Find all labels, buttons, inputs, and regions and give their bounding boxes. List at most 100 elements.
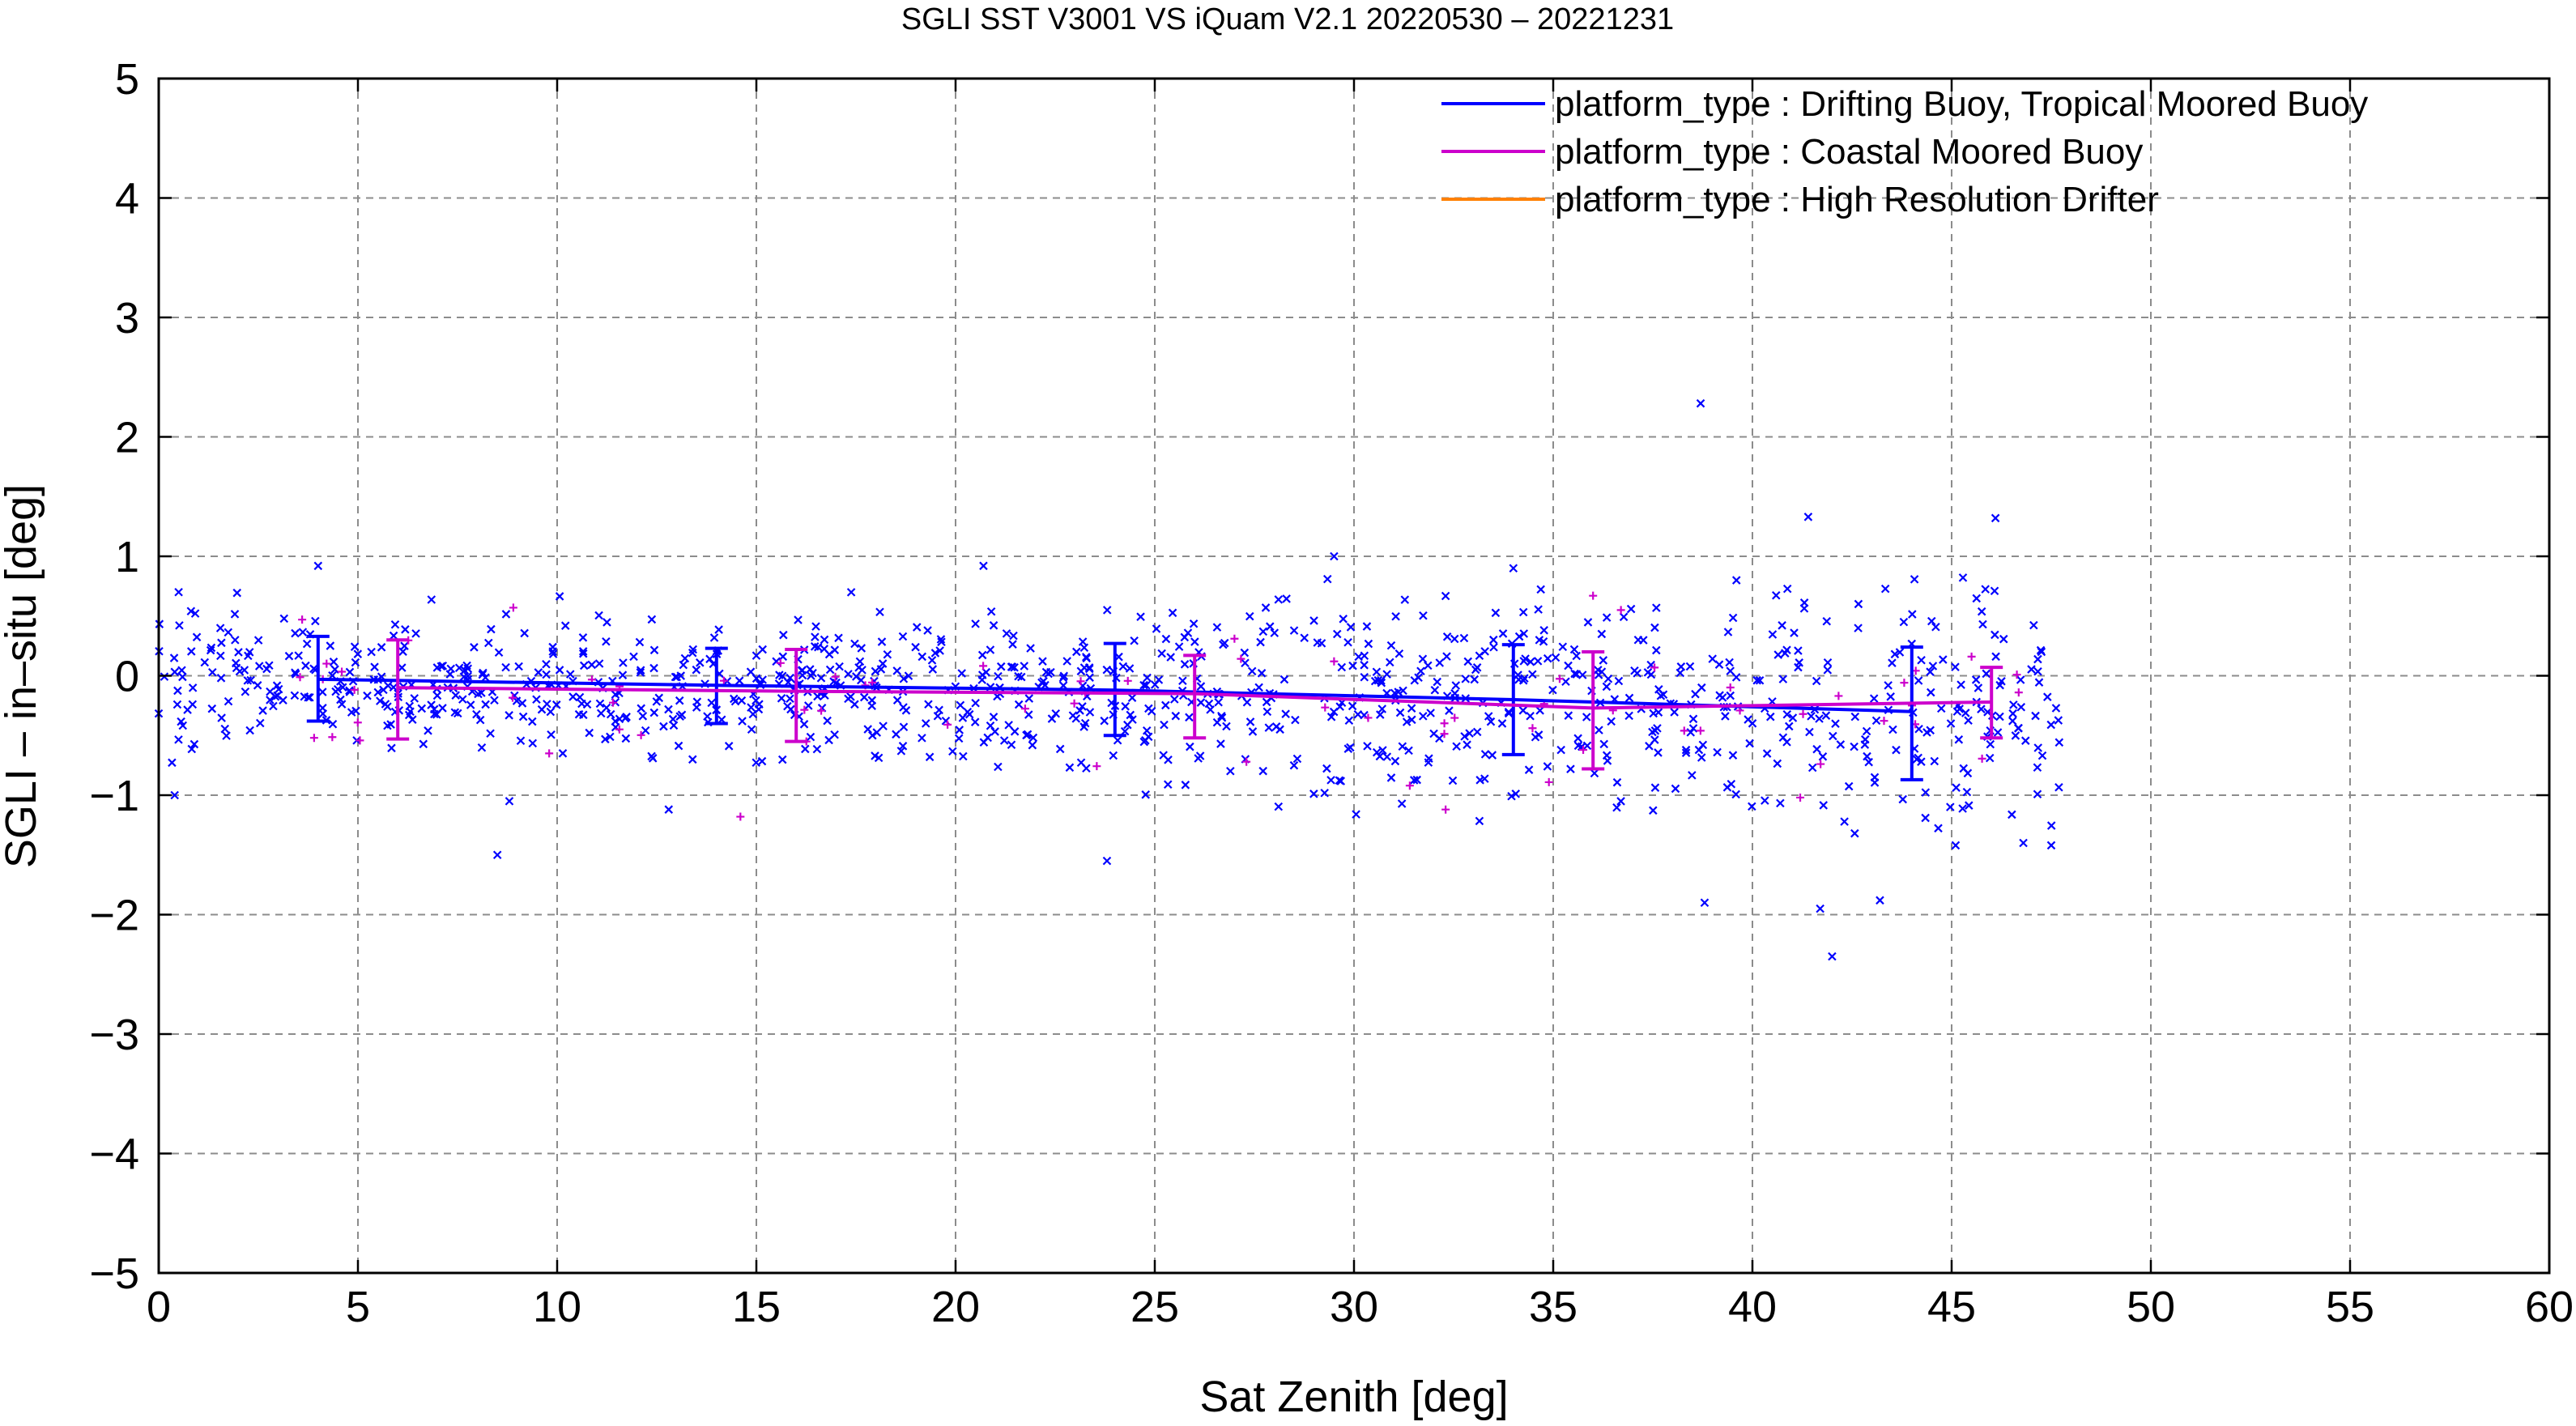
data-point <box>601 734 610 744</box>
data-point <box>1441 805 1450 814</box>
data-point <box>1337 662 1347 672</box>
data-point <box>186 647 196 656</box>
y-tick-label: −2 <box>89 892 139 940</box>
data-point <box>486 729 495 738</box>
data-point <box>1181 781 1190 790</box>
data-point <box>298 628 308 636</box>
data-point <box>1242 697 1252 707</box>
data-point <box>517 699 527 708</box>
data-point <box>1322 574 1332 584</box>
data-point <box>1762 749 1772 758</box>
data-point <box>1435 734 1444 743</box>
data-point <box>313 561 323 571</box>
series-1-error-bar <box>306 634 330 723</box>
data-point <box>1130 636 1139 645</box>
data-point <box>1123 676 1132 685</box>
data-point <box>345 667 355 677</box>
data-point <box>1450 713 1459 722</box>
data-point <box>178 721 188 730</box>
data-point <box>1822 616 1832 626</box>
data-point <box>224 628 233 637</box>
data-point <box>494 648 504 658</box>
data-point <box>1771 590 1781 600</box>
data-point <box>1794 646 1803 655</box>
data-point <box>986 607 996 616</box>
data-point <box>475 715 485 725</box>
data-point <box>1840 817 1849 826</box>
data-point <box>1139 737 1149 747</box>
data-point <box>954 734 964 743</box>
data-point <box>432 691 442 700</box>
data-point <box>1685 662 1695 671</box>
data-point <box>1281 709 1290 718</box>
data-point <box>892 696 902 704</box>
data-point <box>1823 666 1833 675</box>
data-point <box>1339 615 1348 624</box>
data-point <box>1254 683 1263 692</box>
data-point <box>989 713 998 722</box>
data-point <box>1451 681 1461 690</box>
data-point <box>883 649 892 659</box>
data-point <box>560 621 570 630</box>
data-point <box>1274 595 1284 604</box>
data-point <box>1926 726 1935 735</box>
y-tick-label: −4 <box>89 1130 139 1179</box>
x-tick-label: 10 <box>533 1283 581 1331</box>
data-point <box>1174 642 1184 651</box>
data-point <box>1997 677 2006 686</box>
data-point <box>2021 736 2030 745</box>
data-point <box>2046 720 2056 730</box>
data-point <box>1928 662 1938 670</box>
data-point <box>983 733 992 743</box>
data-point <box>1170 695 1179 704</box>
data-point <box>1507 791 1516 801</box>
data-point <box>930 649 940 658</box>
data-point <box>994 762 1003 772</box>
data-point <box>1964 716 1973 725</box>
data-point <box>1405 781 1414 790</box>
data-point <box>806 732 815 742</box>
data-point <box>356 736 364 745</box>
series-2-error-bar <box>1582 650 1605 771</box>
data-point <box>1850 742 1859 751</box>
data-point <box>451 691 460 700</box>
data-point <box>1778 621 1786 630</box>
data-point <box>692 703 701 712</box>
data-point <box>871 666 880 676</box>
data-point <box>1007 740 1016 750</box>
data-point <box>330 665 339 674</box>
data-point <box>820 645 829 653</box>
data-point <box>1782 645 1791 654</box>
data-point <box>1141 790 1150 799</box>
data-point <box>1854 624 1863 632</box>
data-point <box>1823 658 1833 667</box>
data-point <box>424 726 432 735</box>
series-2-error-bar <box>1980 666 2003 740</box>
data-point <box>206 645 215 655</box>
data-point <box>516 736 526 746</box>
data-point <box>548 649 558 658</box>
y-tick-label: 3 <box>115 294 139 343</box>
data-point <box>777 755 787 764</box>
data-point <box>1070 699 1079 708</box>
data-point <box>1442 632 1452 641</box>
data-point <box>322 659 331 668</box>
data-point <box>2016 675 2025 684</box>
data-point <box>637 704 645 713</box>
data-point <box>1344 716 1354 726</box>
data-point <box>898 742 908 751</box>
data-point <box>1078 637 1088 646</box>
data-point <box>896 747 906 756</box>
data-point <box>1125 664 1135 673</box>
data-point <box>1382 752 1392 761</box>
data-point <box>675 712 684 721</box>
data-point <box>373 687 383 697</box>
data-point <box>470 643 479 652</box>
data-point <box>377 643 386 652</box>
data-point <box>1534 605 1543 614</box>
data-point <box>1322 764 1331 773</box>
data-point <box>738 717 747 726</box>
x-tick-label: 20 <box>931 1283 980 1331</box>
series-1-error-bar <box>1900 645 1923 781</box>
